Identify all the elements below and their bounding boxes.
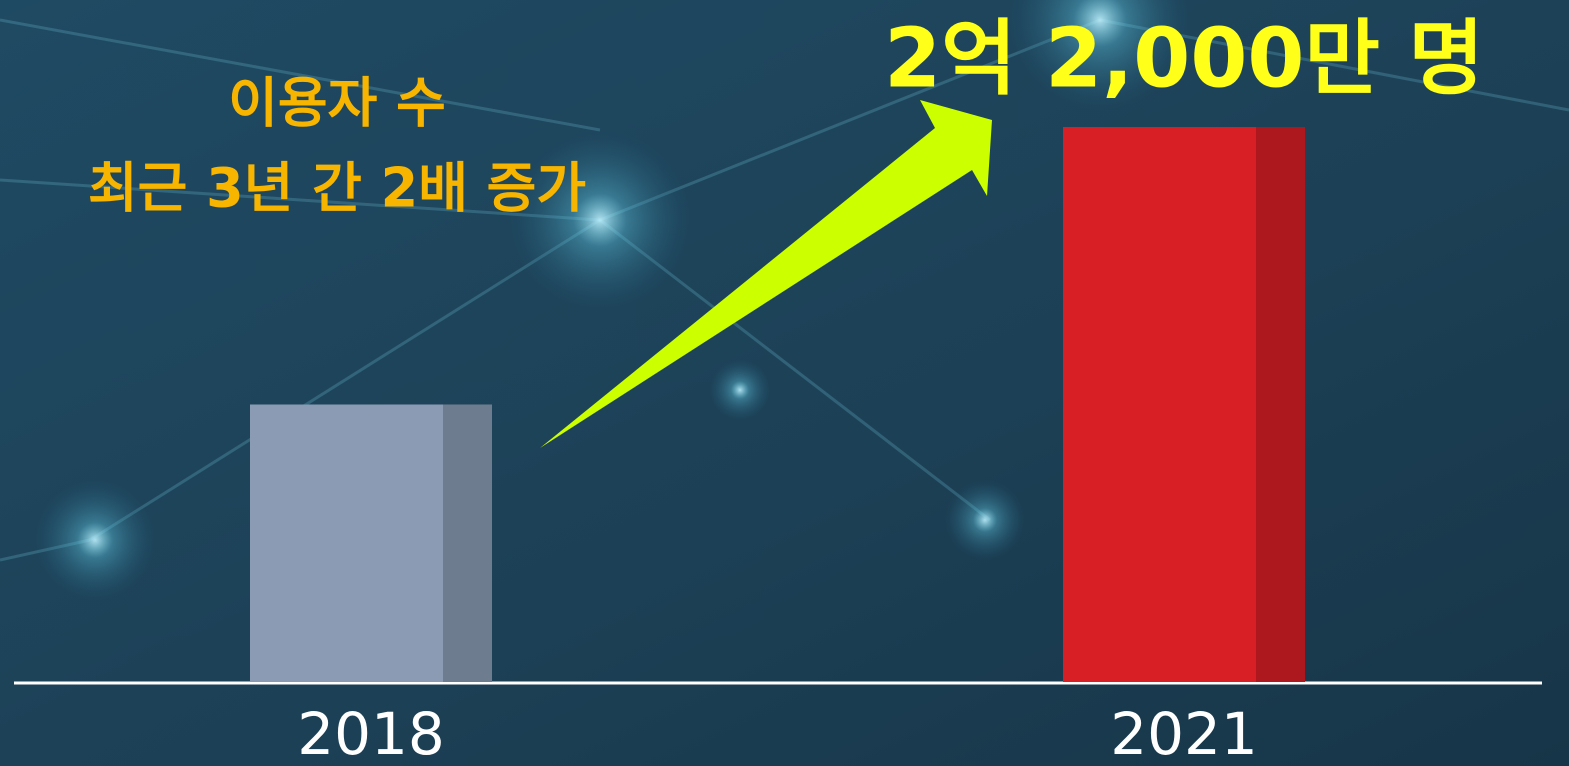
bar — [1063, 127, 1305, 682]
glow — [945, 480, 1025, 560]
arrow — [540, 100, 992, 448]
value-label: 2억 2,000만 명 — [884, 11, 1484, 106]
glow — [1010, 0, 1190, 110]
bar — [250, 404, 492, 682]
x-tick-label: 2018 — [297, 700, 445, 766]
glow — [710, 360, 770, 420]
glow — [510, 130, 690, 310]
glow — [35, 480, 155, 600]
bar-shade — [1256, 127, 1305, 682]
x-tick-label: 2021 — [1110, 700, 1258, 766]
bar-shade — [443, 404, 492, 682]
annotation: 이용자 수 — [228, 72, 446, 135]
annotation: 최근 3년 간 2배 증가 — [88, 157, 586, 220]
